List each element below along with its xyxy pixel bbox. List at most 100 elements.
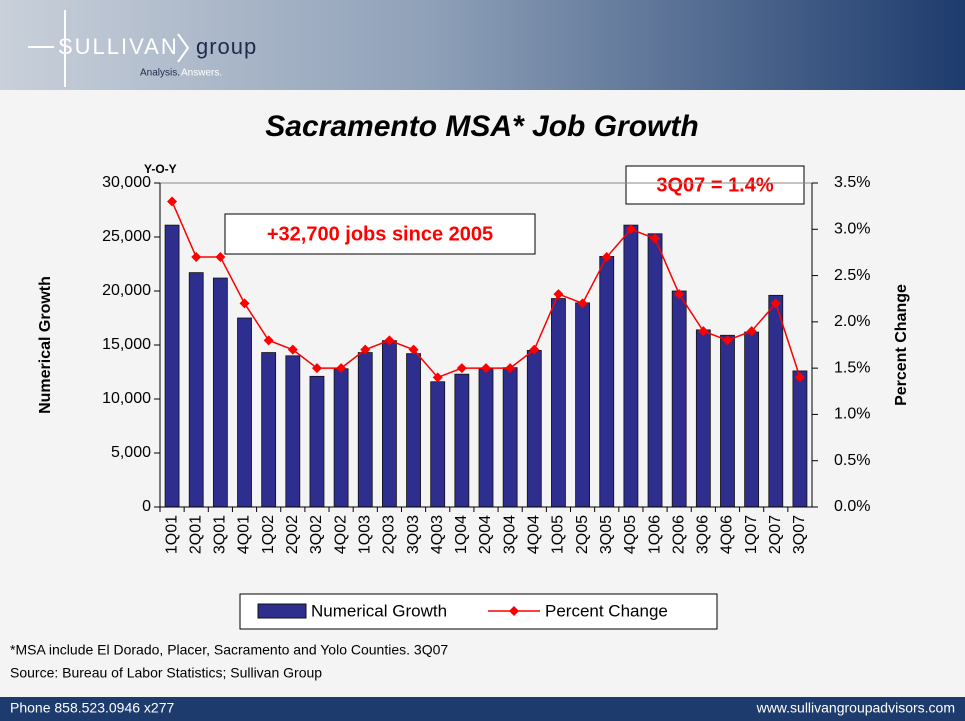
marker <box>360 344 371 355</box>
x-tick-label: 4Q04 <box>526 515 543 554</box>
logo-brand2: group <box>196 34 257 59</box>
legend-label: Numerical Growth <box>311 601 447 620</box>
bar <box>792 370 808 508</box>
x-tick-label: 4Q06 <box>719 515 736 554</box>
annotation: +32,700 jobs since 2005 <box>267 223 493 245</box>
bar <box>478 368 494 508</box>
marker <box>384 335 395 346</box>
marker <box>481 363 491 374</box>
x-tick-label: 2Q04 <box>477 515 494 554</box>
marker <box>794 372 805 383</box>
marker <box>215 252 226 263</box>
bar <box>406 353 421 508</box>
bar <box>454 373 470 508</box>
x-tick-label: 3Q04 <box>501 515 518 554</box>
marker <box>746 326 757 337</box>
marker <box>336 363 347 374</box>
y-tick-label: 20,000 <box>102 282 151 299</box>
bar <box>671 290 687 508</box>
header-band <box>0 0 965 90</box>
footer-band <box>0 697 965 721</box>
marker <box>311 363 322 374</box>
x-tick-label: 2Q05 <box>574 515 591 554</box>
y2-tick-label: 3.5% <box>834 174 870 191</box>
x-tick-label: 2Q01 <box>187 515 204 554</box>
x-tick-label: 1Q05 <box>550 515 567 554</box>
bar <box>551 298 566 508</box>
x-tick-label: 4Q02 <box>332 515 349 554</box>
y-tick-label: 25,000 <box>102 228 151 245</box>
x-tick-label: 4Q03 <box>429 515 446 554</box>
marker <box>650 233 661 244</box>
marker <box>167 196 178 207</box>
marker <box>263 335 274 346</box>
marker <box>625 224 636 235</box>
bar <box>502 367 518 508</box>
annotation: Y-O-Y <box>144 162 177 176</box>
logo-tagline: Analysis. <box>140 68 180 79</box>
marker <box>408 344 419 355</box>
annotation-box <box>224 213 536 255</box>
footer-url: www.sullivangroupadvisors.com <box>756 700 955 716</box>
y-tick-label: 10,000 <box>102 390 151 407</box>
x-tick-label: 1Q03 <box>356 515 373 554</box>
legend <box>239 593 718 630</box>
logo-chevron <box>177 33 190 63</box>
bar <box>164 224 180 508</box>
x-tick-label: 4Q05 <box>622 515 639 554</box>
y-tick-label: 0 <box>142 498 151 515</box>
y-tick-label: 15,000 <box>102 336 151 353</box>
bar <box>333 368 349 508</box>
y-tick-label: 30,000 <box>102 174 151 191</box>
marker <box>553 289 564 300</box>
bar <box>575 302 590 508</box>
x-tick-label: 3Q01 <box>212 515 229 554</box>
legend-swatch <box>257 603 307 619</box>
y2-tick-label: 2.5% <box>834 267 870 284</box>
x-tick-label: 1Q01 <box>163 515 180 554</box>
footer-phone: Phone 858.523.0946 x277 <box>10 700 174 716</box>
marker <box>287 344 298 355</box>
bar <box>430 381 446 508</box>
bar <box>382 340 397 508</box>
bar <box>647 233 663 508</box>
y2-tick-label: 1.5% <box>834 359 870 376</box>
bar <box>212 277 228 508</box>
bar <box>357 352 373 508</box>
marker <box>722 335 733 346</box>
x-tick-label: 2Q07 <box>767 515 784 554</box>
y2-tick-label: 2.0% <box>834 313 870 330</box>
bar <box>744 331 760 508</box>
x-tick-label: 3Q02 <box>308 515 325 554</box>
marker <box>698 326 709 337</box>
x-tick-label: 3Q06 <box>695 515 712 554</box>
y2-tick-label: 0.0% <box>834 498 870 515</box>
bar <box>695 329 711 508</box>
y2-tick-label: 3.0% <box>834 221 870 238</box>
y-tick-label: 5,000 <box>111 444 151 461</box>
bar <box>768 294 784 508</box>
y2-axis-title: Percent Change <box>893 284 910 406</box>
bar <box>623 224 639 508</box>
marker <box>432 372 443 383</box>
x-tick-label: 3Q05 <box>598 515 615 554</box>
annotation: 3Q07 = 1.4% <box>656 174 774 196</box>
marker <box>770 298 781 309</box>
bar <box>599 256 615 508</box>
x-tick-label: 1Q04 <box>453 515 470 554</box>
marker <box>577 298 588 309</box>
x-tick-label: 3Q07 <box>791 515 808 554</box>
annotation-box <box>625 165 805 205</box>
marker <box>674 289 685 300</box>
bar <box>526 349 542 508</box>
bar <box>309 375 325 508</box>
marker <box>505 363 516 374</box>
marker <box>601 252 612 263</box>
footnote: Source: Bureau of Labor Statistics; Sull… <box>10 665 322 681</box>
bar <box>261 352 277 508</box>
chart-title: Sacramento MSA* Job Growth <box>265 110 698 143</box>
marker <box>529 344 540 355</box>
bar <box>285 355 301 508</box>
bar <box>188 272 204 508</box>
